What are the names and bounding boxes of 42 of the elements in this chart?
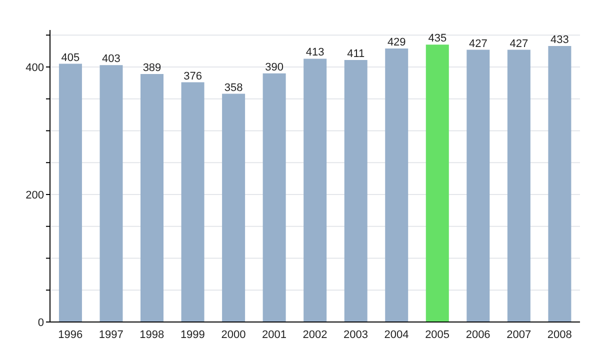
x-tick-label: 2005	[425, 328, 450, 341]
x-tick-label: 1998	[140, 328, 164, 341]
data-label: 435	[428, 32, 447, 45]
data-label: 413	[306, 46, 324, 59]
x-tick-label: 1996	[58, 328, 83, 341]
bar	[262, 73, 286, 322]
x-tick-label: 1997	[98, 328, 124, 341]
bar	[548, 46, 572, 322]
x-tick-label: 2003	[344, 328, 368, 341]
bar	[222, 94, 246, 322]
data-label: 427	[468, 38, 488, 50]
bar	[58, 64, 82, 322]
data-label: 429	[387, 36, 406, 48]
bar	[385, 48, 408, 322]
x-tick-label: 2004	[384, 328, 409, 341]
x-tick-label: 2008	[547, 328, 572, 341]
x-tick-label: 2002	[302, 328, 328, 341]
bar	[426, 44, 449, 322]
bar	[181, 82, 204, 322]
data-label: 389	[142, 62, 162, 74]
bar	[507, 50, 530, 322]
data-label: 411	[347, 48, 365, 60]
bar	[466, 50, 490, 322]
x-tick-label: 2000	[221, 328, 246, 341]
bar	[304, 58, 327, 322]
x-tick-label: 2007	[506, 328, 532, 341]
data-label: 390	[265, 61, 284, 74]
data-label: 403	[102, 53, 120, 66]
data-label: 405	[61, 52, 80, 64]
data-label: 427	[510, 38, 528, 50]
y-tick-label: 400	[26, 62, 44, 74]
x-tick-label: 2001	[262, 328, 286, 341]
y-tick-label: 0	[38, 316, 44, 329]
bar	[140, 74, 164, 322]
x-tick-label: 2006	[466, 328, 490, 341]
data-label: 358	[224, 82, 243, 94]
bar	[344, 60, 368, 322]
bar	[100, 65, 123, 322]
x-tick-label: 1999	[180, 328, 205, 341]
data-label: 433	[550, 34, 569, 46]
y-tick-label: 200	[26, 189, 44, 202]
data-label: 376	[184, 70, 202, 82]
